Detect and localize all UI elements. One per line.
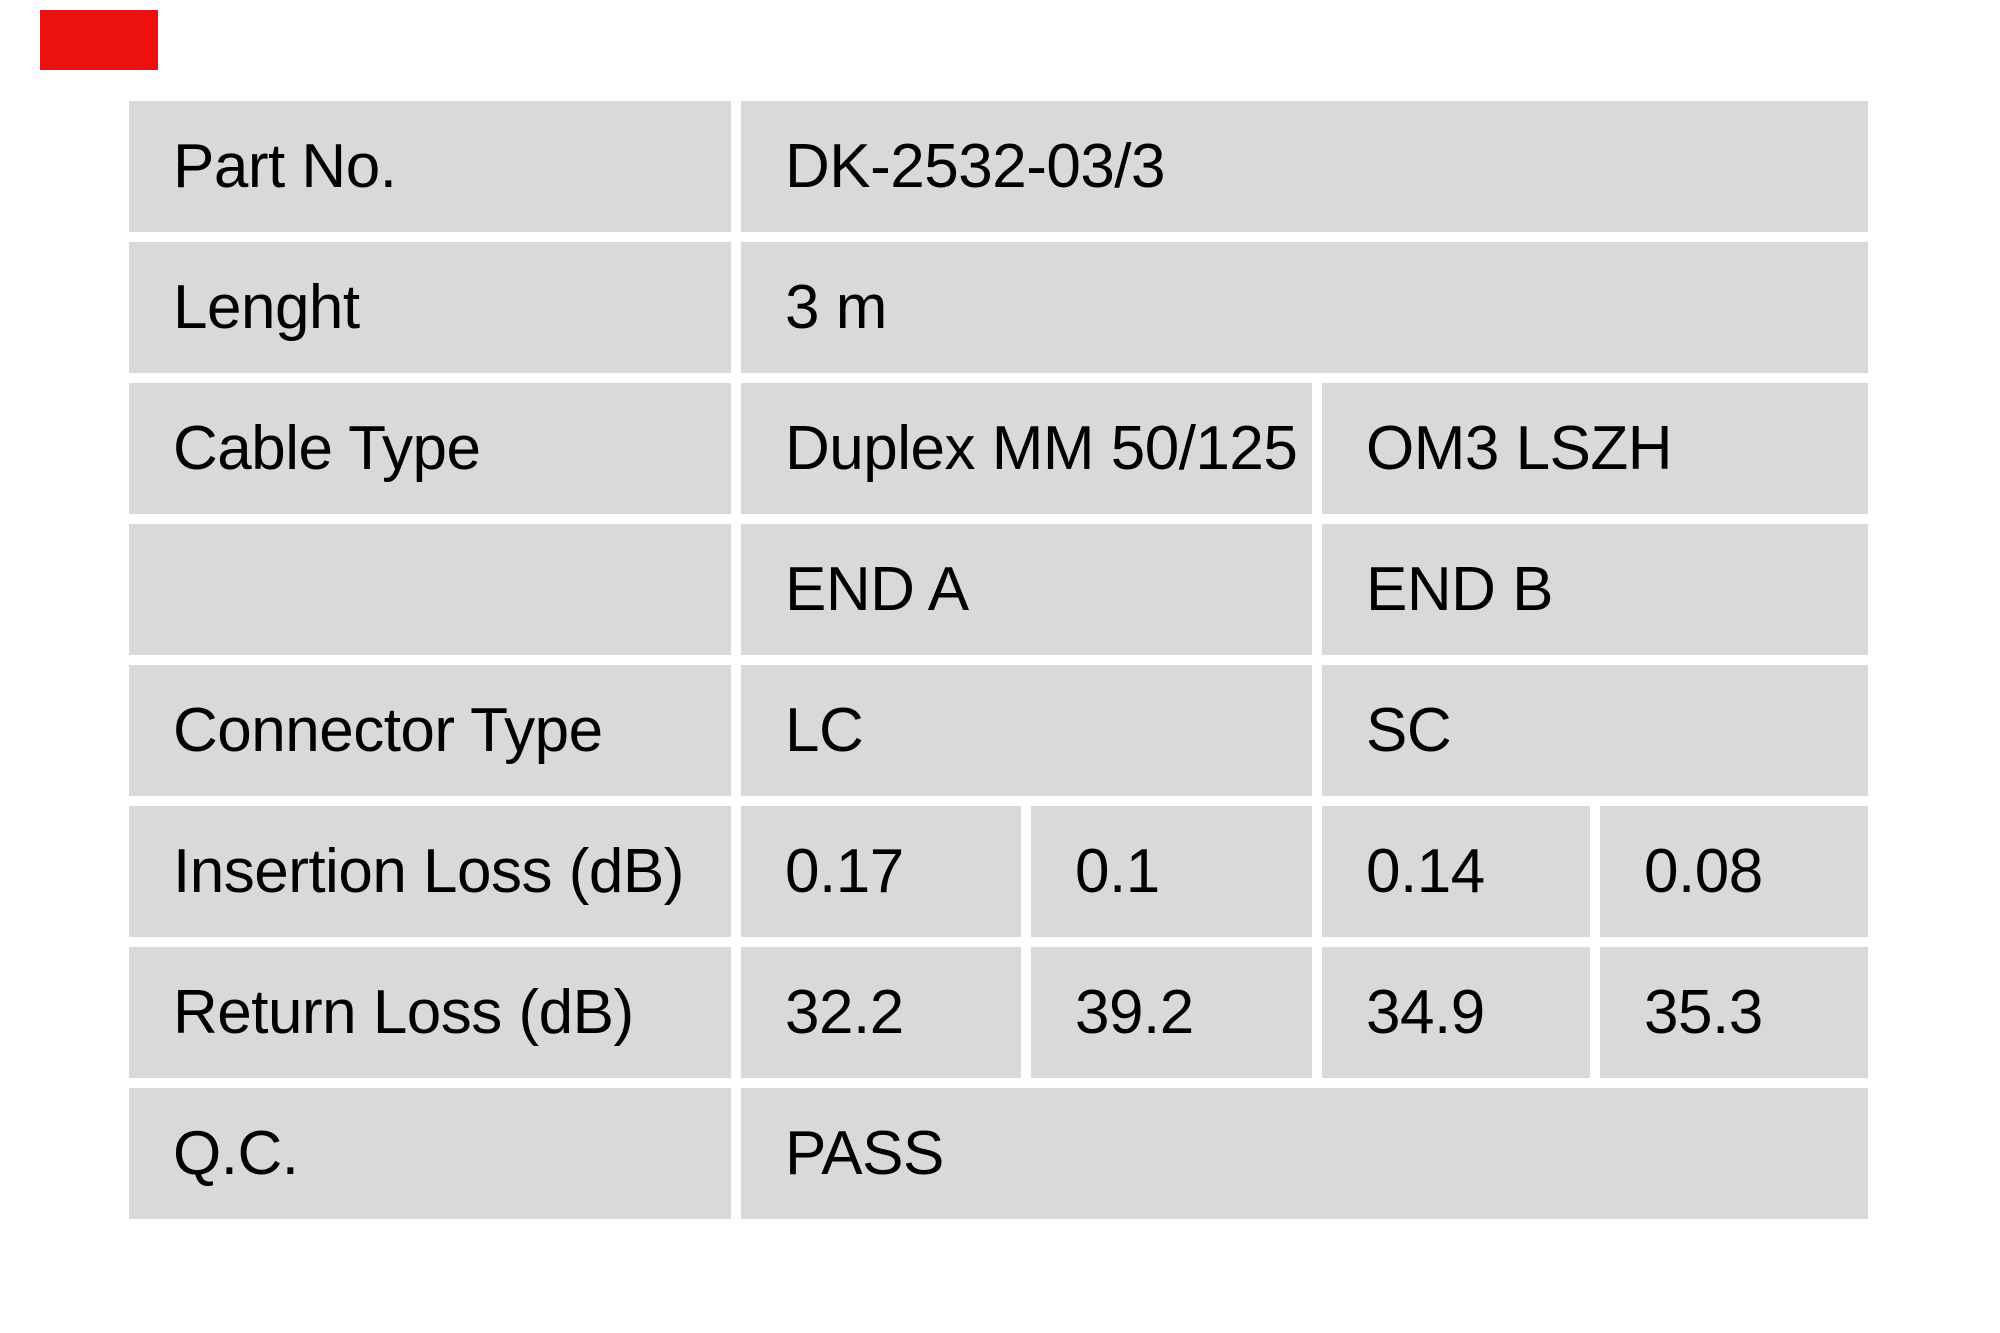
connector-end-a-value: LC xyxy=(741,665,1312,796)
part-no-value: DK-2532-03/3 xyxy=(741,101,1868,232)
length-label: Lenght xyxy=(129,242,731,373)
insertion-loss-label: Insertion Loss (dB) xyxy=(129,806,731,937)
insertion-loss-end-b-fiber-1: 0.14 xyxy=(1322,806,1590,937)
end-a-header: END A xyxy=(741,524,1312,655)
qc-label: Q.C. xyxy=(129,1088,731,1219)
red-brand-mark xyxy=(40,10,158,70)
part-no-label: Part No. xyxy=(129,101,731,232)
connector-end-b-value: SC xyxy=(1322,665,1868,796)
spec-table: Part No. DK-2532-03/3 Lenght 3 m Cable T… xyxy=(129,101,1868,1219)
cable-type-value-1: Duplex MM 50/125 xyxy=(741,383,1312,514)
length-value: 3 m xyxy=(741,242,1868,373)
return-loss-end-a-fiber-2: 39.2 xyxy=(1031,947,1312,1078)
insertion-loss-end-a-fiber-2: 0.1 xyxy=(1031,806,1312,937)
insertion-loss-end-a-fiber-1: 0.17 xyxy=(741,806,1021,937)
return-loss-end-a-fiber-1: 32.2 xyxy=(741,947,1021,1078)
return-loss-end-b-fiber-1: 34.9 xyxy=(1322,947,1590,1078)
empty-label-cell xyxy=(129,524,731,655)
cable-type-value-2: OM3 LSZH xyxy=(1322,383,1868,514)
insertion-loss-end-b-fiber-2: 0.08 xyxy=(1600,806,1868,937)
return-loss-label: Return Loss (dB) xyxy=(129,947,731,1078)
qc-value: PASS xyxy=(741,1088,1868,1219)
connector-type-label: Connector Type xyxy=(129,665,731,796)
cable-type-label: Cable Type xyxy=(129,383,731,514)
end-b-header: END B xyxy=(1322,524,1868,655)
return-loss-end-b-fiber-2: 35.3 xyxy=(1600,947,1868,1078)
